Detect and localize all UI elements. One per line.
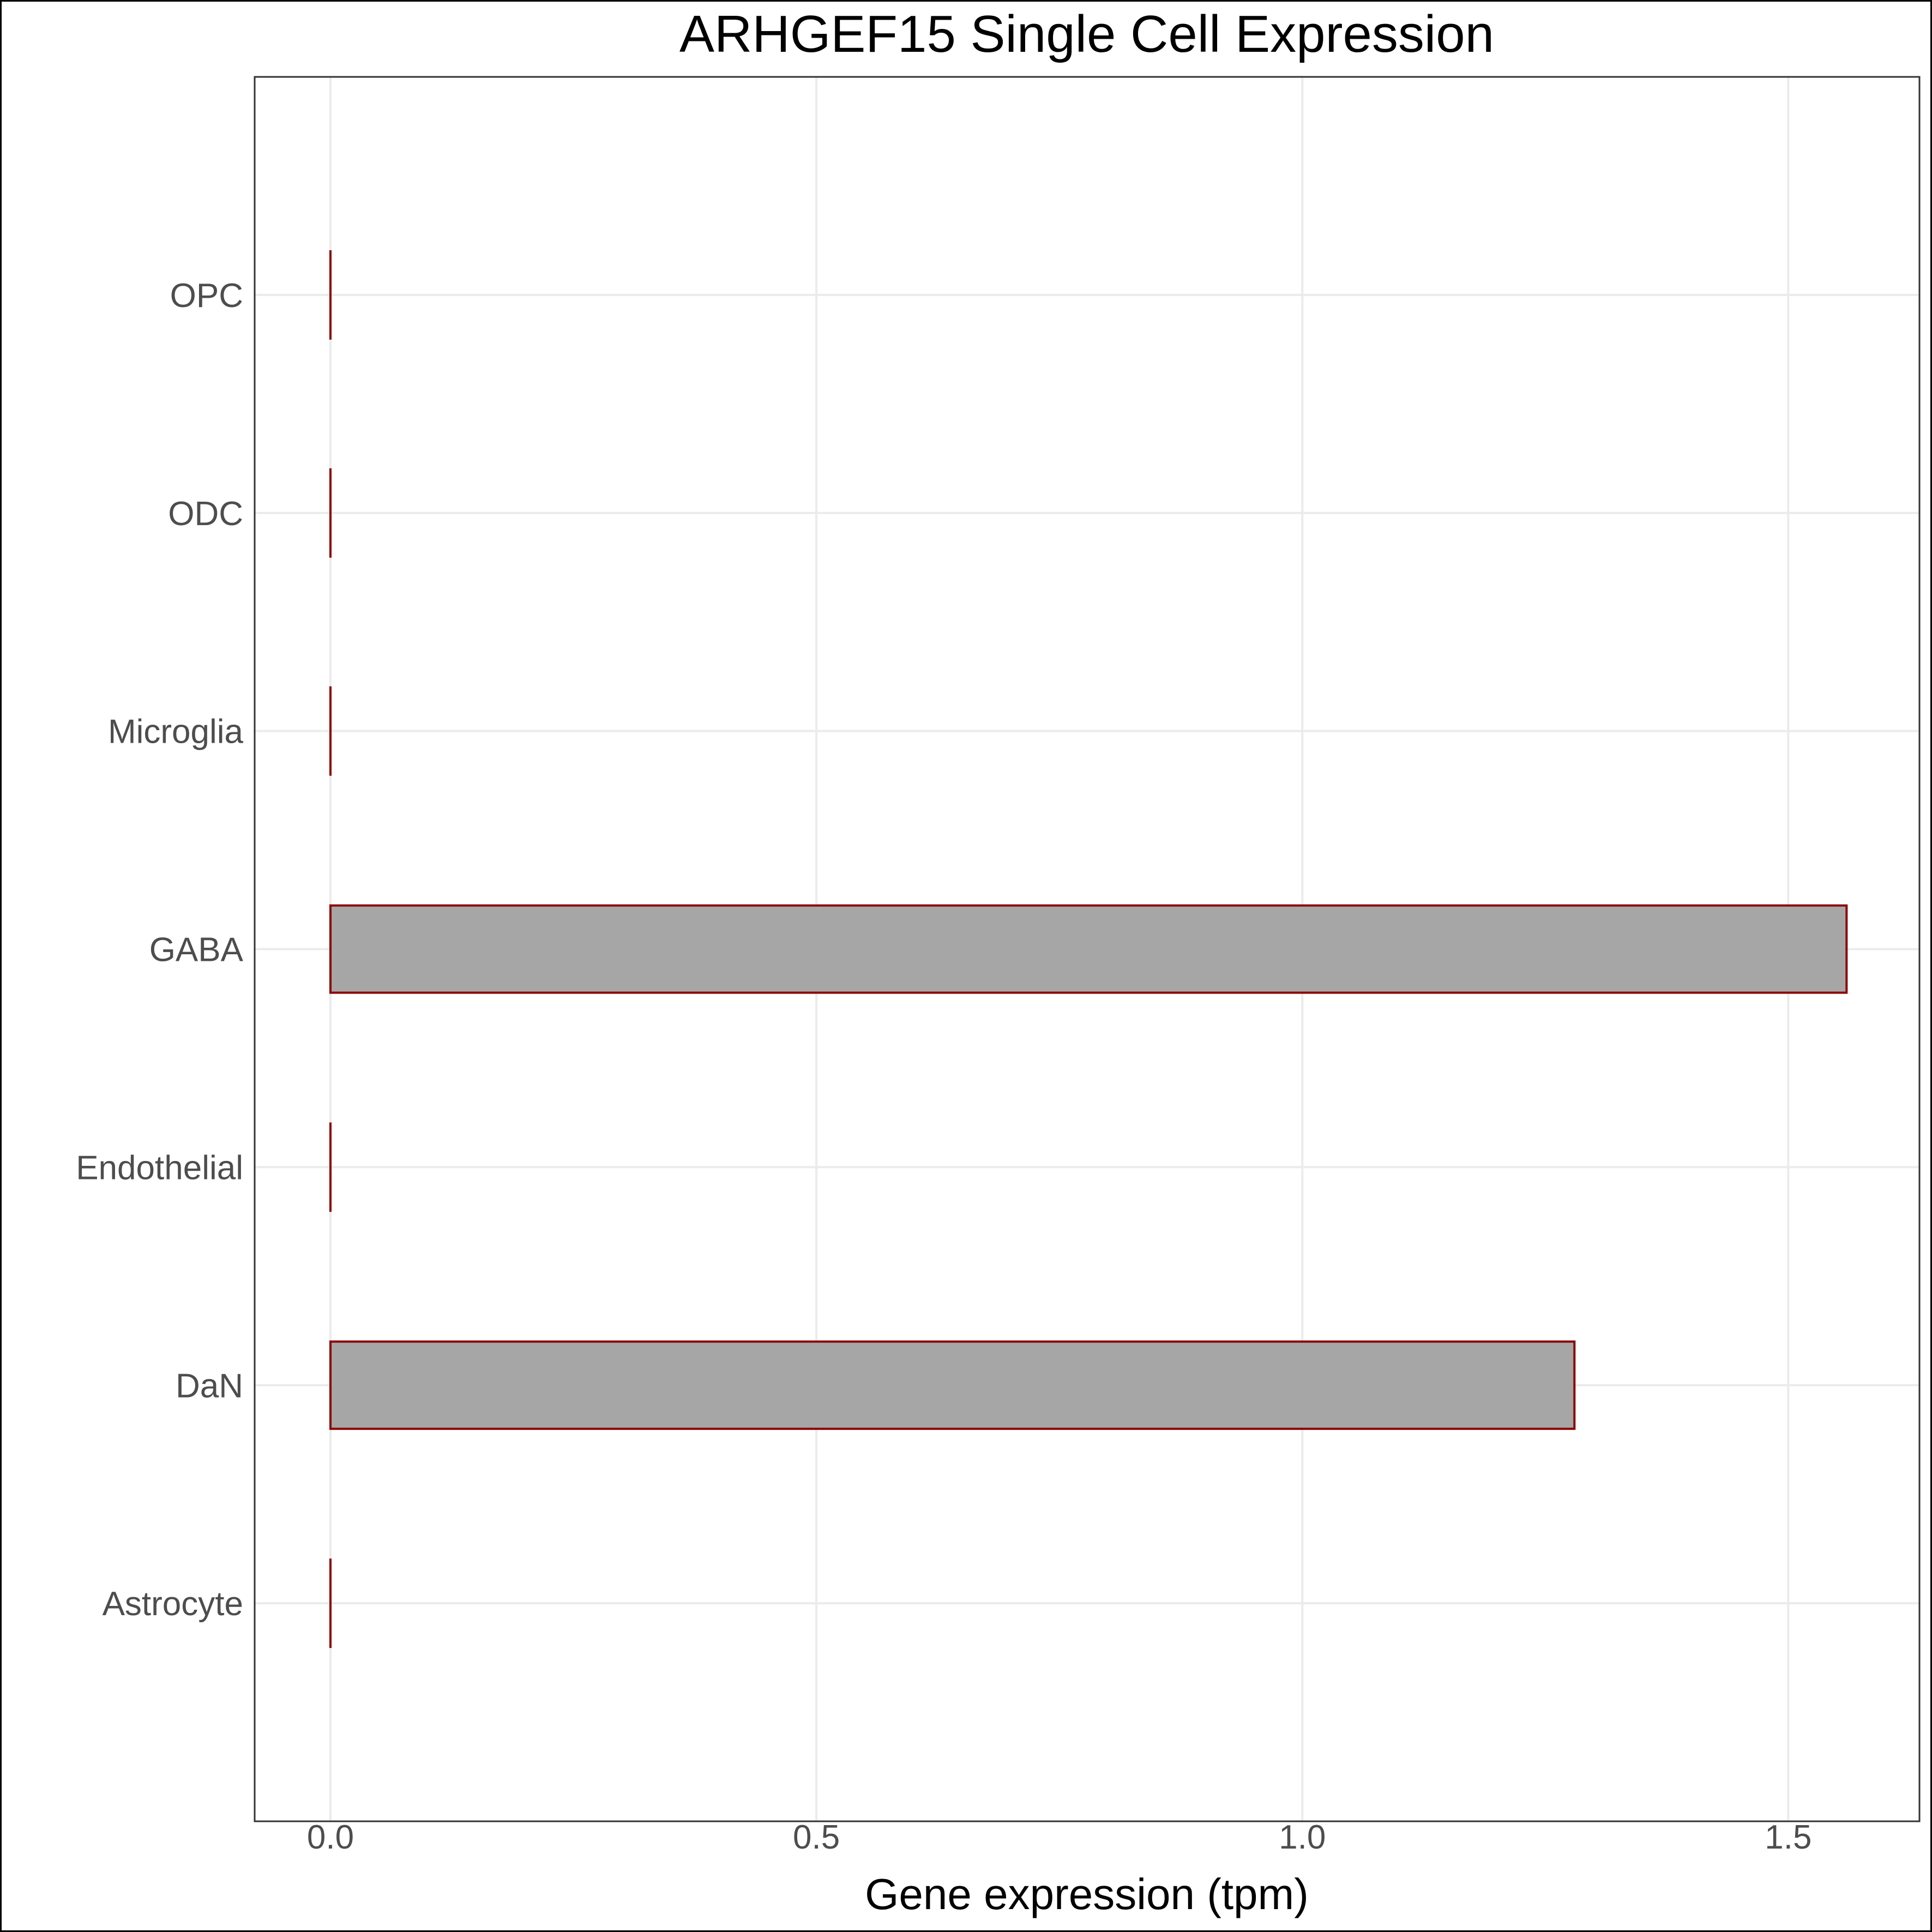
y-tick-label: GABA (149, 931, 244, 969)
x-tick-label: 1.5 (1765, 1819, 1811, 1856)
y-tick-label: Astrocyte (103, 1585, 243, 1623)
y-axis-ticks: Astrocyte DaN Endothelial GABA Microglia ODC O… (76, 277, 243, 1623)
panel-border (254, 76, 1921, 1822)
y-tick-label: OPC (170, 277, 243, 315)
bar-dan (329, 1340, 1576, 1430)
x-axis-ticks: 0.0 0.5 1.0 1.5 (307, 1819, 1812, 1856)
y-tick-label: Microglia (108, 713, 244, 751)
x-tick-label: 0.5 (793, 1819, 840, 1856)
y-tick-label: DaN (176, 1367, 243, 1405)
bar-layer (329, 250, 1848, 1648)
y-tick-label: ODC (168, 495, 243, 533)
x-tick-label: 1.0 (1279, 1819, 1326, 1856)
chart-title: ARHGEF15 Single Cell Expression (679, 5, 1494, 63)
bar-gaba (329, 904, 1848, 994)
x-tick-label: 0.0 (307, 1819, 354, 1856)
y-tick-label: Endothelial (76, 1149, 243, 1187)
x-axis-title: Gene expression (tpm) (865, 1870, 1309, 1918)
